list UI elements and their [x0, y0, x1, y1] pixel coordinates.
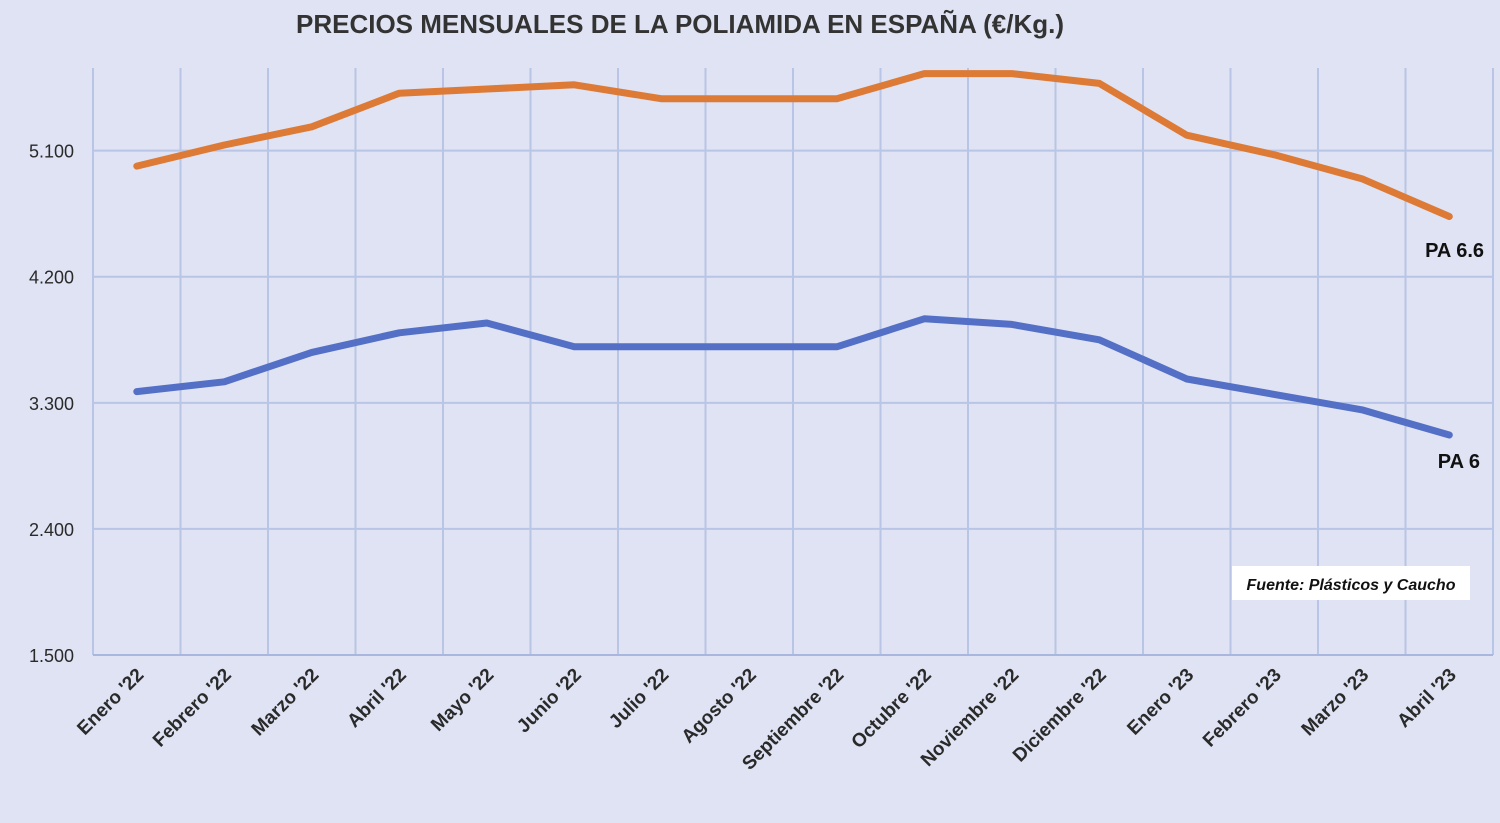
- series-label-pa6: PA 6: [1438, 451, 1480, 473]
- y-tick-label: 2.400: [29, 520, 74, 540]
- series-label-pa66: PA 6.6: [1425, 240, 1484, 262]
- y-tick-label: 3.300: [29, 394, 74, 414]
- y-tick-label: 4.200: [29, 268, 74, 288]
- x-tick-label: Octubre '22: [848, 665, 936, 753]
- x-tick-label: Marzo '23: [1298, 665, 1374, 741]
- source-note: Fuente: Plásticos y Caucho: [1247, 577, 1456, 594]
- source-note-box: [1232, 566, 1470, 600]
- x-tick-label: Diciembre '22: [1009, 665, 1111, 767]
- x-tick-label: Febrero '22: [149, 665, 236, 752]
- gridlines: [92, 68, 1494, 655]
- series-line-1: [133, 315, 1453, 439]
- x-tick-label: Marzo '22: [248, 665, 324, 741]
- x-tick-label: Abril '22: [343, 665, 410, 732]
- x-tick-label: Abril '23: [1393, 665, 1460, 732]
- y-tick-label: 1.500: [29, 646, 74, 666]
- series-line-0: [133, 70, 1453, 220]
- series-lines: [133, 70, 1453, 439]
- chart-title: PRECIOS MENSUALES DE LA POLIAMIDA EN ESP…: [296, 9, 1064, 39]
- x-axis-ticks: Enero '22 Febrero '22 Marzo '22 Abril '22 Ma…: [73, 665, 1460, 775]
- x-tick-label: Enero '23: [1123, 665, 1198, 740]
- y-tick-label: 5.100: [29, 142, 74, 162]
- x-tick-label: Junio '22: [513, 665, 586, 738]
- x-tick-label: Mayo '22: [427, 665, 498, 736]
- x-tick-label: Agosto '22: [678, 665, 761, 748]
- x-tick-label: Julio '22: [605, 665, 673, 733]
- x-tick-label: Enero '22: [73, 665, 148, 740]
- y-axis-ticks: 1.500 2.400 3.300 4.200 5.100: [29, 142, 74, 666]
- x-tick-label: Febrero '23: [1199, 665, 1286, 752]
